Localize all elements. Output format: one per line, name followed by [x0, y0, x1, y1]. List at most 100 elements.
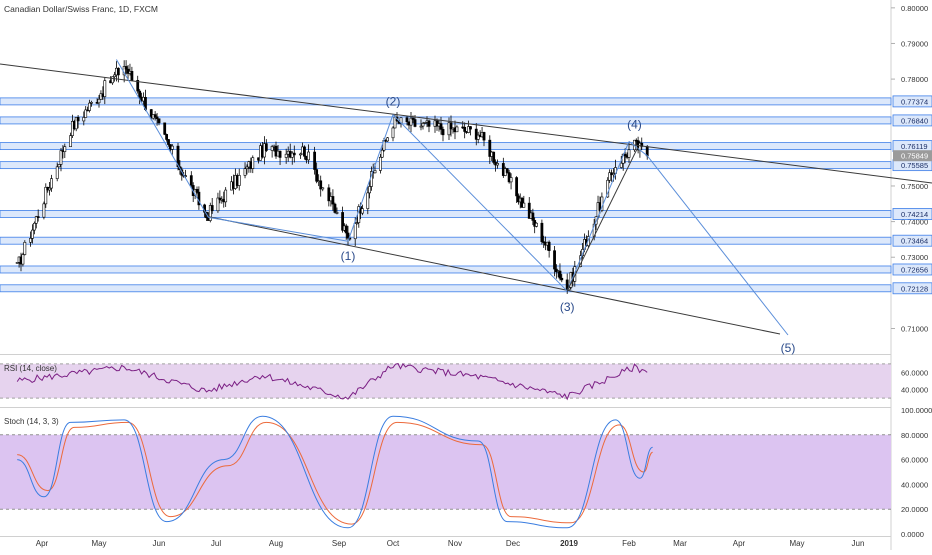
wave-projection-line — [646, 155, 789, 336]
candle-body-85 — [243, 168, 247, 176]
candle-body-20 — [69, 135, 72, 148]
candle-body-220 — [606, 179, 610, 198]
candle-body-189 — [522, 202, 526, 208]
candle-body-7 — [32, 222, 36, 231]
candle-body-44 — [130, 70, 134, 81]
candle-body-135 — [378, 156, 382, 171]
candle-body-15 — [55, 166, 59, 179]
candle-body-149 — [413, 119, 417, 127]
candle-body-199 — [547, 241, 551, 251]
candle-body-94 — [264, 143, 268, 151]
level-price-tag-5 — [892, 234, 932, 247]
price-tick-label: 0.78000 — [901, 75, 928, 84]
level-price-label: 0.72128 — [901, 284, 928, 293]
candle-body-185 — [515, 177, 519, 197]
candle-body-113 — [319, 180, 323, 190]
time-tick-label: Jun — [153, 539, 166, 548]
stoch-title: Stoch (14, 3, 3) — [4, 417, 59, 426]
time-tick-label: May — [91, 539, 106, 548]
candle-body-119 — [335, 212, 339, 214]
time-tick-label: May — [789, 539, 804, 548]
price-tick-label: 0.71000 — [901, 324, 928, 333]
candle-body-229 — [627, 149, 631, 158]
candle-body-145 — [405, 117, 409, 123]
candle-body-111 — [315, 169, 319, 182]
candle-body-221 — [608, 172, 612, 181]
candle-body-129 — [360, 208, 364, 214]
candle-body-8 — [34, 216, 38, 224]
candle-body-28 — [88, 102, 91, 111]
candle-body-52 — [153, 114, 157, 118]
candle-body-37 — [113, 74, 116, 78]
wave-line-b — [208, 216, 349, 242]
level-price-label: 0.74214 — [901, 210, 928, 219]
candle-body-151 — [421, 123, 425, 127]
candle-body-223 — [612, 173, 615, 176]
level-price-tag-1 — [892, 114, 932, 127]
candle-body-190 — [527, 202, 531, 219]
candle-body-19 — [63, 146, 67, 152]
candle-body-3 — [21, 254, 25, 265]
level-price-label: 0.72656 — [901, 265, 928, 274]
stoch-k-line — [17, 415, 653, 529]
candle-body-46 — [138, 90, 142, 98]
candle-body-147 — [409, 117, 413, 126]
level-price-tag-4 — [892, 208, 932, 220]
candle-body-118 — [333, 203, 337, 213]
candle-body-55 — [163, 122, 167, 135]
rsi-tick-label: 60.0000 — [901, 368, 928, 377]
candle-body-65 — [189, 175, 193, 186]
wave-label-5: (5) — [781, 341, 796, 355]
candle-body-31 — [97, 98, 101, 104]
level-band-2 — [0, 142, 892, 151]
candle-body-5 — [29, 238, 32, 243]
rsi-band — [0, 363, 891, 399]
candle-body-188 — [520, 197, 524, 208]
candle-body-68 — [195, 189, 199, 193]
candle-body-56 — [165, 134, 169, 140]
candle-body-73 — [208, 205, 212, 221]
candle-body-6 — [31, 229, 34, 239]
time-tick-label: Oct — [387, 539, 400, 548]
candle-body-60 — [176, 145, 180, 167]
candle-body-100 — [284, 153, 288, 158]
candle-body-234 — [640, 142, 644, 147]
time-tick-label: Jul — [211, 539, 221, 548]
candle-body-200 — [553, 250, 556, 270]
chart-title: Canadian Dollar/Swiss Franc, 1D, FXCM — [4, 4, 158, 14]
time-tick-label: Aug — [269, 539, 283, 548]
level-band-5 — [0, 236, 892, 245]
candle-body-59 — [170, 145, 174, 150]
candle-body-150 — [419, 125, 423, 128]
candle-body-194 — [535, 222, 538, 227]
candle-body-0 — [15, 262, 19, 264]
candle-body-195 — [540, 222, 544, 242]
candle-body-23 — [74, 117, 78, 130]
candle-body-84 — [237, 175, 241, 186]
channel-upper-line — [0, 63, 932, 184]
candle-body-50 — [149, 109, 153, 119]
stoch-tick-label: 40.0000 — [901, 480, 928, 489]
candle-body-104 — [292, 152, 296, 156]
candle-body-182 — [505, 168, 509, 173]
stoch-tick-label: 80.0000 — [901, 431, 928, 440]
level-band-4 — [0, 210, 892, 218]
candle-body-158 — [439, 123, 443, 130]
candle-body-115 — [327, 187, 331, 202]
candle-body-45 — [136, 80, 140, 92]
candle-body-105 — [298, 153, 302, 156]
candle-body-117 — [331, 196, 335, 205]
level-price-label: 0.73464 — [901, 237, 928, 246]
rsi-title: RSI (14, close) — [4, 364, 57, 373]
level-band-3 — [0, 161, 892, 170]
candle-body-164 — [455, 126, 459, 133]
candle-body-183 — [507, 172, 511, 183]
price-tick-label: 0.73000 — [901, 253, 928, 262]
channel-lower-line — [206, 215, 781, 335]
candle-body-79 — [224, 189, 228, 203]
wave-label-4: (4) — [627, 117, 642, 131]
candle-body-86 — [245, 166, 249, 169]
wave-line-e — [566, 141, 630, 292]
